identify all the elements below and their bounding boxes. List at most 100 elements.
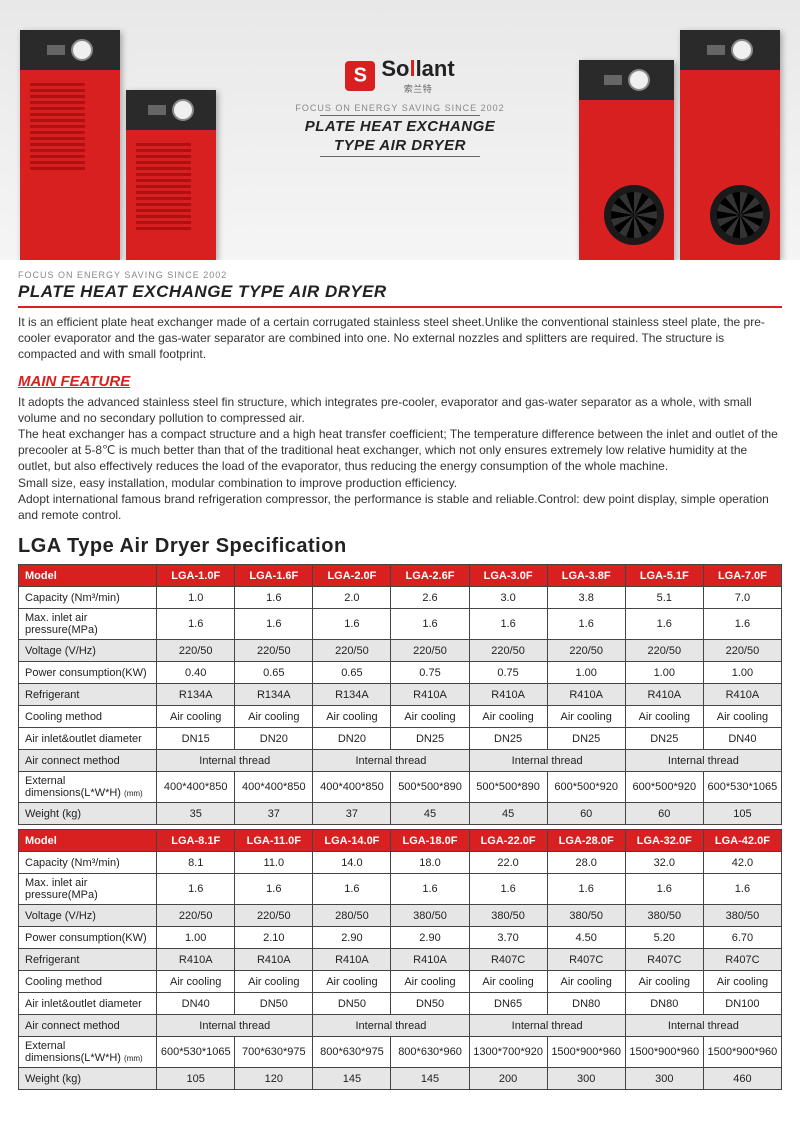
row-label: Weight (kg) bbox=[19, 803, 157, 825]
cell: R407C bbox=[547, 949, 625, 971]
cell: 2.6 bbox=[391, 587, 469, 609]
cell: 35 bbox=[157, 803, 235, 825]
feature-heading: MAIN FEATURE bbox=[18, 373, 782, 390]
cell: DN80 bbox=[625, 993, 703, 1015]
cell: 60 bbox=[547, 803, 625, 825]
table-header: LGA-5.1F bbox=[625, 565, 703, 587]
row-label: Max. inlet air pressure(MPa) bbox=[19, 609, 157, 640]
cell: Air cooling bbox=[313, 971, 391, 993]
cell: Internal thread bbox=[313, 1015, 469, 1037]
cell: 1.6 bbox=[469, 874, 547, 905]
table-row: Max. inlet air pressure(MPa)1.61.61.61.6… bbox=[19, 874, 782, 905]
table-header: LGA-1.0F bbox=[157, 565, 235, 587]
cell: 1.6 bbox=[391, 874, 469, 905]
cell: 32.0 bbox=[625, 852, 703, 874]
cell: 5.1 bbox=[625, 587, 703, 609]
spec-heading: LGA Type Air Dryer Specification bbox=[18, 535, 782, 558]
row-label: Power consumption(KW) bbox=[19, 927, 157, 949]
cell: 1.00 bbox=[703, 662, 781, 684]
cell: 600*500*920 bbox=[625, 772, 703, 803]
cell: Air cooling bbox=[157, 706, 235, 728]
cell: Internal thread bbox=[313, 750, 469, 772]
table-row: Voltage (V/Hz)220/50220/50280/50380/5038… bbox=[19, 905, 782, 927]
cell: 6.70 bbox=[703, 927, 781, 949]
brand-name: Sollant bbox=[381, 56, 454, 82]
table-row: Air inlet&outlet diameterDN15DN20DN20DN2… bbox=[19, 728, 782, 750]
brand-logo-icon bbox=[345, 61, 375, 91]
cell: 1.6 bbox=[157, 874, 235, 905]
cell: 220/50 bbox=[157, 905, 235, 927]
cell: 0.75 bbox=[469, 662, 547, 684]
cell: R410A bbox=[391, 684, 469, 706]
cell: Air cooling bbox=[625, 706, 703, 728]
cell: 500*500*890 bbox=[469, 772, 547, 803]
cell: 600*500*920 bbox=[547, 772, 625, 803]
table-row: External dimensions(L*W*H) (mm)600*530*1… bbox=[19, 1037, 782, 1068]
cell: 220/50 bbox=[469, 640, 547, 662]
cell: Air cooling bbox=[235, 706, 313, 728]
cell: R410A bbox=[703, 684, 781, 706]
table-row: RefrigerantR134AR134AR134AR410AR410AR410… bbox=[19, 684, 782, 706]
product-images-left bbox=[20, 30, 216, 260]
cell: 400*400*850 bbox=[313, 772, 391, 803]
description: It is an efficient plate heat exchanger … bbox=[18, 314, 782, 363]
cell: 0.75 bbox=[391, 662, 469, 684]
cell: 1.00 bbox=[625, 662, 703, 684]
cell: 380/50 bbox=[703, 905, 781, 927]
cell: 145 bbox=[391, 1068, 469, 1090]
cell: 1.6 bbox=[703, 609, 781, 640]
table-header: LGA-2.6F bbox=[391, 565, 469, 587]
cell: 1500*900*960 bbox=[625, 1037, 703, 1068]
table-row: Capacity (Nm³/min)1.01.62.02.63.03.85.17… bbox=[19, 587, 782, 609]
cell: 200 bbox=[469, 1068, 547, 1090]
cell: Air cooling bbox=[703, 971, 781, 993]
table-header: LGA-32.0F bbox=[625, 830, 703, 852]
cell: 380/50 bbox=[391, 905, 469, 927]
cell: 11.0 bbox=[235, 852, 313, 874]
cell: 500*500*890 bbox=[391, 772, 469, 803]
cell: DN25 bbox=[547, 728, 625, 750]
row-label: External dimensions(L*W*H) (mm) bbox=[19, 1037, 157, 1068]
cell: 220/50 bbox=[157, 640, 235, 662]
cell: 2.10 bbox=[235, 927, 313, 949]
cell: DN40 bbox=[157, 993, 235, 1015]
cell: 220/50 bbox=[391, 640, 469, 662]
cell: 5.20 bbox=[625, 927, 703, 949]
cell: DN50 bbox=[391, 993, 469, 1015]
cell: Internal thread bbox=[469, 750, 625, 772]
table-row: RefrigerantR410AR410AR410AR410AR407CR407… bbox=[19, 949, 782, 971]
cell: DN65 bbox=[469, 993, 547, 1015]
hero-title-2: TYPE AIR DRYER bbox=[280, 137, 520, 154]
cell: 1.0 bbox=[157, 587, 235, 609]
cell: R407C bbox=[703, 949, 781, 971]
cell: Air cooling bbox=[391, 706, 469, 728]
cell: 2.0 bbox=[313, 587, 391, 609]
main-title: PLATE HEAT EXCHANGE TYPE AIR DRYER bbox=[18, 282, 782, 302]
cell: Internal thread bbox=[469, 1015, 625, 1037]
cell: 600*530*1065 bbox=[703, 772, 781, 803]
cell: Air cooling bbox=[703, 706, 781, 728]
cell: 22.0 bbox=[469, 852, 547, 874]
cell: 300 bbox=[547, 1068, 625, 1090]
cell: R410A bbox=[547, 684, 625, 706]
cell: 45 bbox=[391, 803, 469, 825]
cell: 400*400*850 bbox=[235, 772, 313, 803]
cell: Air cooling bbox=[469, 971, 547, 993]
table-row: Max. inlet air pressure(MPa)1.61.61.61.6… bbox=[19, 609, 782, 640]
cell: 42.0 bbox=[703, 852, 781, 874]
cell: Internal thread bbox=[157, 750, 313, 772]
cell: 700*630*975 bbox=[235, 1037, 313, 1068]
cell: 380/50 bbox=[625, 905, 703, 927]
cell: DN25 bbox=[469, 728, 547, 750]
cell: R410A bbox=[157, 949, 235, 971]
table-header: LGA-2.0F bbox=[313, 565, 391, 587]
table-header-model: Model bbox=[19, 565, 157, 587]
cell: R407C bbox=[469, 949, 547, 971]
cell: Internal thread bbox=[625, 750, 781, 772]
cell: 1.6 bbox=[625, 874, 703, 905]
row-label: Air inlet&outlet diameter bbox=[19, 993, 157, 1015]
cell: Air cooling bbox=[547, 971, 625, 993]
table-row: Weight (kg)105120145145200300300460 bbox=[19, 1068, 782, 1090]
cell: 14.0 bbox=[313, 852, 391, 874]
row-label: Capacity (Nm³/min) bbox=[19, 852, 157, 874]
